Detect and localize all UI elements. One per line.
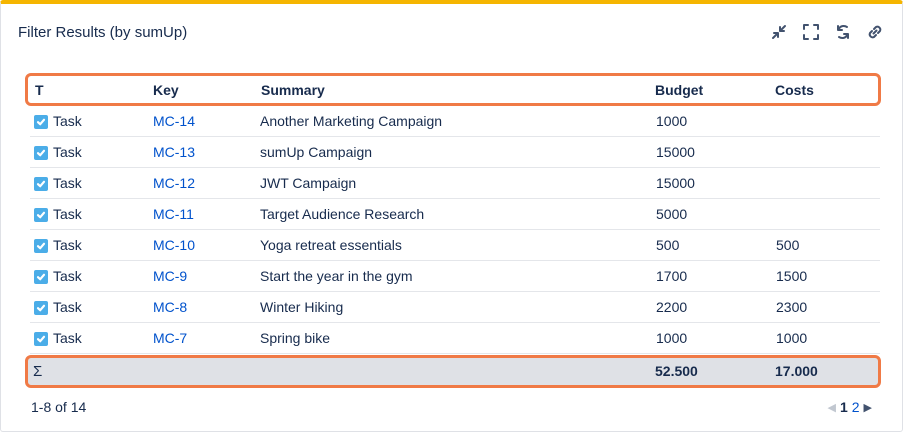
issue-type: Task [34,137,82,168]
issue-summary: Another Marketing Campaign [260,113,443,129]
link-icon[interactable] [864,21,886,43]
issue-key-link[interactable]: MC-9 [153,268,188,284]
issue-key-link[interactable]: MC-14 [153,113,196,129]
table-header: T Key Summary Budget Costs [25,73,881,106]
issue-costs: 1000 [776,330,808,346]
header-budget[interactable]: Budget [655,82,704,98]
issue-summary: Winter Hiking [260,299,344,315]
issue-summary: sumUp Campaign [260,144,373,160]
table-row: Task MC-11 Target Audience Research 5000 [30,199,880,230]
issue-summary: Yoga retreat essentials [260,237,402,253]
header-summary[interactable]: Summary [261,82,325,98]
task-type-icon [34,300,48,315]
issue-budget: 2200 [656,299,688,315]
page-2[interactable]: 2 [851,399,860,415]
table-row: Task MC-8 Winter Hiking 2200 2300 [30,292,880,323]
issue-summary: Start the year in the gym [260,268,413,284]
issue-key-link[interactable]: MC-12 [153,175,196,191]
table-row: Task MC-13 sumUp Campaign 15000 [30,137,880,168]
task-type-icon [34,176,48,191]
issue-type-label: Task [53,175,82,191]
table-row: Task MC-7 Spring bike 1000 1000 [30,323,880,354]
issue-type: Task [34,199,82,230]
table-row: Task MC-10 Yoga retreat essentials 500 500 [30,230,880,261]
header-key[interactable]: Key [153,82,179,98]
results-table: T Key Summary Budget Costs Task MC-14 Anot… [25,73,881,388]
issue-budget: 15000 [656,175,695,191]
minimize-icon[interactable] [768,21,790,43]
task-type-icon [34,114,48,129]
issue-type-label: Task [53,237,82,253]
issue-type-label: Task [53,268,82,284]
costs-total: 17.000 [775,363,818,379]
fullscreen-icon[interactable] [800,21,822,43]
issue-type-label: Task [53,113,82,129]
issue-type-label: Task [53,299,82,315]
result-count: 1-8 of 14 [31,399,87,415]
table-body: Task MC-14 Another Marketing Campaign 1000 T… [30,106,880,354]
task-type-icon [34,331,48,346]
issue-type: Task [34,230,82,261]
issue-type: Task [34,323,82,354]
prev-page-icon[interactable]: ◀ [827,401,836,414]
issue-budget: 1700 [656,268,688,284]
gadget-title: Filter Results (by sumUp) [18,24,188,41]
header-costs[interactable]: Costs [775,82,814,98]
totals-row: Σ 52.500 17.000 [25,355,881,388]
issue-summary: JWT Campaign [260,175,357,191]
issue-type: Task [34,106,82,137]
issue-type: Task [34,292,82,323]
issue-type: Task [34,261,82,292]
pagination: ◀ 1 2 ▶ [827,399,872,415]
issue-type-label: Task [53,330,82,346]
issue-summary: Spring bike [260,330,331,346]
issue-key-link[interactable]: MC-10 [153,237,196,253]
issue-budget: 15000 [656,144,695,160]
table-row: Task MC-12 JWT Campaign 15000 [30,168,880,199]
issue-key-link[interactable]: MC-7 [153,330,188,346]
task-type-icon [34,238,48,253]
issue-budget: 5000 [656,206,688,222]
refresh-icon[interactable] [832,21,854,43]
issue-budget: 1000 [656,330,688,346]
task-type-icon [34,207,48,222]
issue-key-link[interactable]: MC-13 [153,144,196,160]
issue-budget: 1000 [656,113,688,129]
next-page-icon[interactable]: ▶ [863,401,872,414]
issue-key-link[interactable]: MC-11 [153,206,194,222]
issue-budget: 500 [656,237,680,253]
issue-costs: 1500 [776,268,808,284]
gadget-actions [768,21,886,43]
page-1: 1 [839,399,848,415]
sum-symbol: Σ [33,363,43,380]
budget-total: 52.500 [655,363,698,379]
issue-summary: Target Audience Research [260,206,425,222]
issue-key-link[interactable]: MC-8 [153,299,188,315]
header-type[interactable]: T [35,82,44,98]
issue-type-label: Task [53,206,82,222]
task-type-icon [34,269,48,284]
table-row: Task MC-14 Another Marketing Campaign 1000 [30,106,880,137]
issue-costs: 500 [776,237,800,253]
table-row: Task MC-9 Start the year in the gym 1700 150… [30,261,880,292]
issue-costs: 2300 [776,299,808,315]
issue-type-label: Task [53,144,82,160]
task-type-icon [34,145,48,160]
issue-type: Task [34,168,82,199]
